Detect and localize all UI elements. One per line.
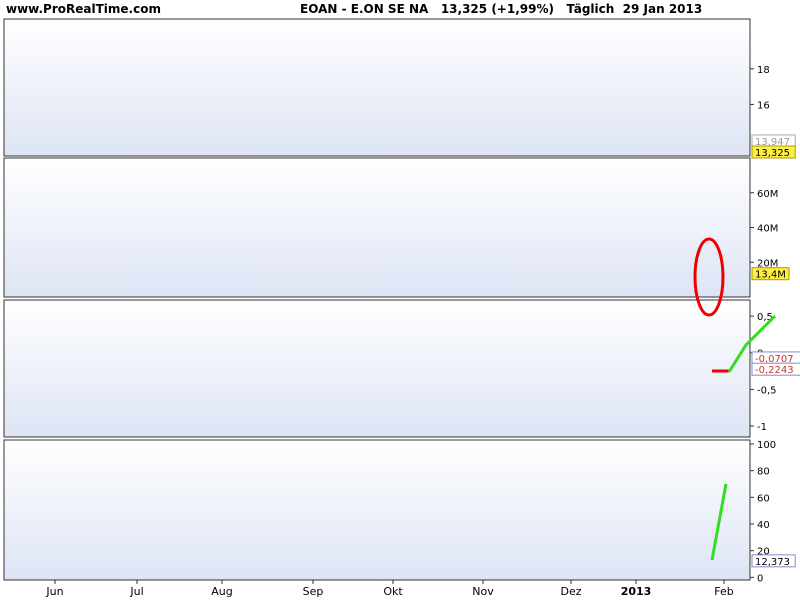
- macd-panel-frame: [3, 299, 751, 438]
- value-label: -0,2243: [755, 365, 794, 376]
- y-tick-label: 40M: [757, 224, 778, 235]
- x-tick-label: Aug: [211, 585, 232, 598]
- time-axis: Jun Jul Aug Sep Okt Nov Dez 2013 Feb: [45, 580, 734, 598]
- y-tick-label: -1: [757, 422, 767, 433]
- x-tick-label: Jul: [129, 585, 143, 598]
- volume-panel-frame: [3, 157, 751, 298]
- y-tick-label: 80: [757, 467, 770, 478]
- stoch-panel-frame: [3, 439, 751, 581]
- y-tick-label: 0,5: [757, 312, 773, 323]
- x-tick-label: Feb: [714, 585, 733, 598]
- x-tick-label: Jun: [45, 585, 63, 598]
- x-tick-label: Sep: [303, 585, 324, 598]
- x-tick-label: Nov: [472, 585, 494, 598]
- value-label-box: [751, 145, 796, 159]
- price-panel-frame: [3, 18, 751, 157]
- value-label-box: [751, 554, 796, 568]
- y-tick-label: 16: [757, 100, 770, 111]
- y-tick-label: 0: [757, 573, 763, 584]
- x-tick-label: 2013: [621, 585, 652, 598]
- y-tick-label: 20M: [757, 258, 778, 269]
- y-tick-label: 60: [757, 493, 770, 504]
- annotation-green-arrow: [727, 314, 777, 373]
- x-tick-label: Dez: [560, 585, 581, 598]
- period-label: Täglich: [566, 2, 615, 16]
- date-label: 29 Jan 2013: [622, 2, 703, 16]
- annotation-green-line: [710, 483, 728, 561]
- chart-header: www.ProRealTime.com EOAN - E.ON SE NA 13…: [0, 0, 800, 18]
- value-label: 13,947: [755, 137, 790, 148]
- y-tick-label: 100: [757, 440, 776, 451]
- value-label: 13,4M: [755, 270, 786, 281]
- site-name[interactable]: www.ProRealTime.com: [6, 2, 161, 16]
- y-tick-label: 18: [757, 65, 770, 76]
- value-label: 12,373: [755, 557, 790, 568]
- annotation-ellipse: [693, 237, 725, 317]
- y-tick-label: 60M: [757, 189, 778, 200]
- value-label-box: [751, 267, 790, 281]
- y-tick-label: 20: [757, 547, 770, 558]
- value-label: -0,0707: [755, 354, 794, 365]
- x-tick-label: Okt: [383, 585, 403, 598]
- value-label-box: [751, 362, 800, 376]
- quote-value: 13,325 (+1,99%): [440, 2, 554, 16]
- value-label: 13,325: [755, 148, 790, 159]
- y-tick-label: -0,5: [757, 385, 777, 396]
- y-tick-label: 40: [757, 520, 770, 531]
- symbol-name: EOAN - E.ON SE NA: [300, 2, 429, 16]
- headline: EOAN - E.ON SE NA 13,325 (+1,99%) Täglic…: [300, 2, 702, 16]
